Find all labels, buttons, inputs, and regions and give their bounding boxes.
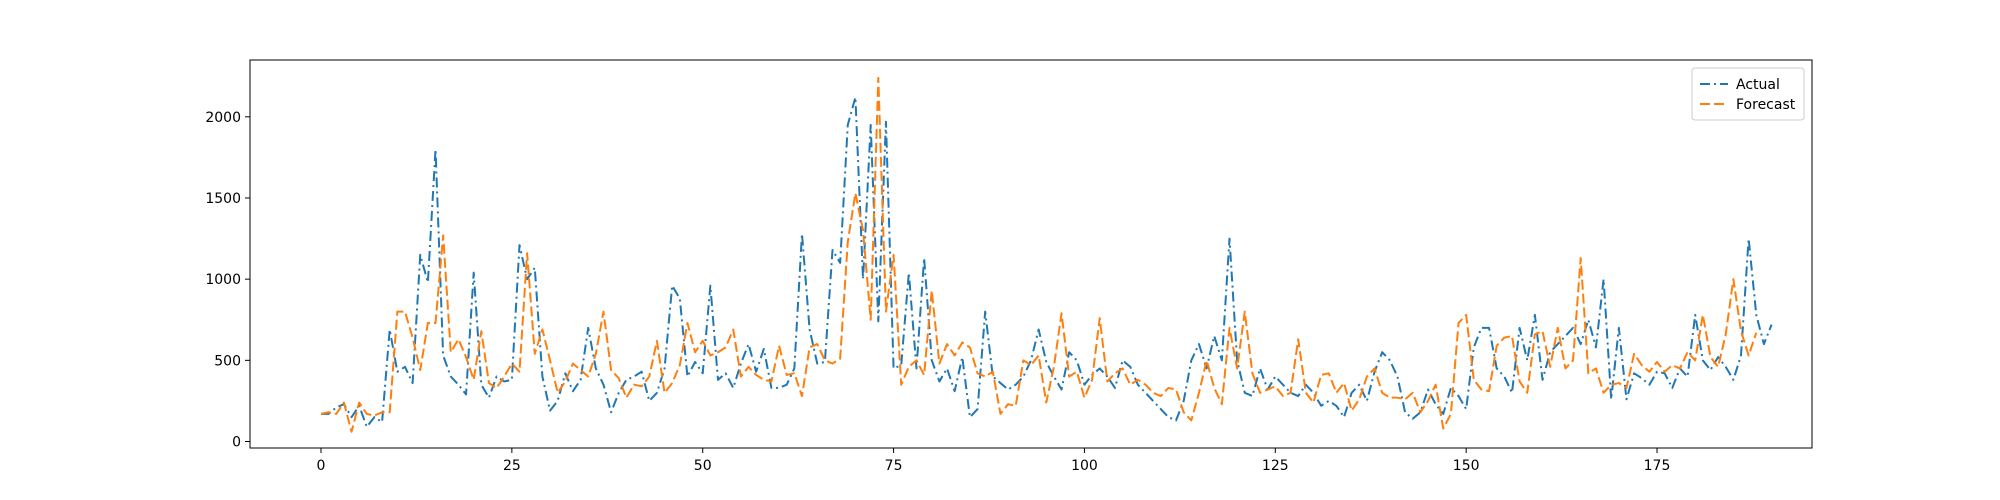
legend-label-actual: Actual xyxy=(1736,77,1780,93)
axis-layer: 0 25 50 75 100 125 150 175 0 500 1000 1500 2000 xyxy=(205,110,1670,474)
series-line-actual xyxy=(321,96,1773,428)
legend-box xyxy=(1691,67,1805,121)
x-tick-label: 150 xyxy=(1453,458,1480,474)
x-tick-label: 125 xyxy=(1262,458,1289,474)
y-tick-label: 2000 xyxy=(205,110,241,126)
legend: Actual Forecast xyxy=(1691,67,1805,121)
legend-label-forecast: Forecast xyxy=(1736,97,1796,113)
x-tick-label: 0 xyxy=(317,458,326,474)
x-tick-label: 25 xyxy=(503,458,521,474)
x-tick-label: 175 xyxy=(1644,458,1671,474)
y-tick-label: 1500 xyxy=(205,191,241,207)
series-layer xyxy=(320,76,1773,433)
series-line-forecast xyxy=(320,76,1758,433)
plot-frame xyxy=(249,59,1813,449)
x-tick-label: 75 xyxy=(885,458,903,474)
x-tick-label: 100 xyxy=(1071,458,1098,474)
y-tick-label: 0 xyxy=(232,435,241,451)
x-tick-label: 50 xyxy=(694,458,712,474)
y-tick-label: 500 xyxy=(214,353,241,369)
y-tick-label: 1000 xyxy=(205,272,241,288)
